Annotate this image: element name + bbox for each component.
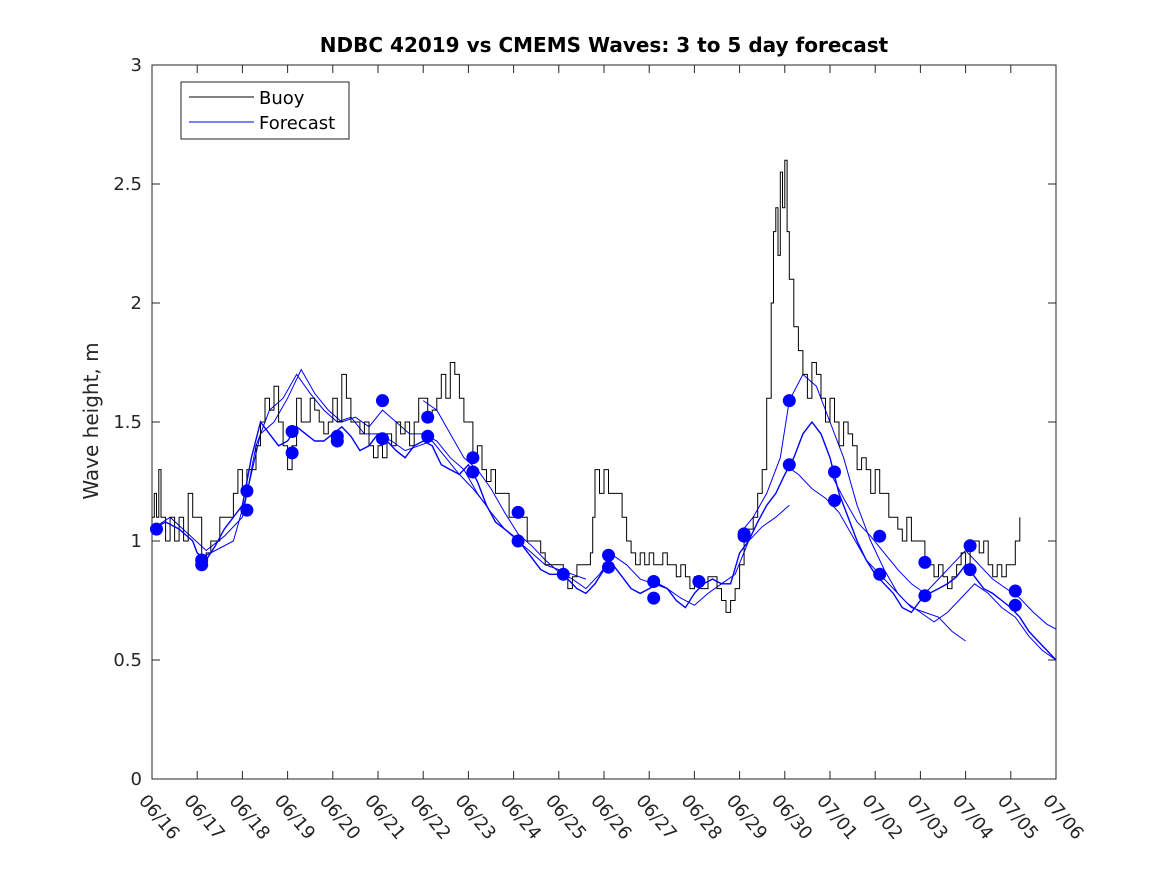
y-tick-label: 2.5 [113,174,142,195]
forecast-marker [511,505,525,519]
forecast-marker [195,558,209,572]
y-tick-label: 0.5 [113,650,142,671]
x-tick-label: 06/25 [541,791,590,844]
forecast-marker [376,432,389,446]
forecast-marker [466,465,480,479]
x-tick-label: 06/28 [677,791,726,844]
legend-box [180,81,350,140]
forecast-marker [330,434,344,448]
y-tick-label: 1 [131,531,142,552]
forecast-marker [466,451,480,465]
x-tick-label: 06/29 [722,791,771,844]
plot-area [151,64,1057,780]
x-tick-label: 07/05 [993,791,1042,844]
forecast-marker [285,446,299,460]
forecast-marker [873,529,887,543]
forecast-marker [421,410,435,424]
x-tick-label: 07/01 [812,791,861,844]
forecast-marker [918,589,932,603]
forecast-marker [782,394,796,408]
x-tick-label: 06/24 [496,791,545,844]
forecast-marker [647,575,661,588]
legend-forecast-label: Forecast [259,113,335,134]
x-tick-label: 06/16 [134,791,183,844]
forecast-run-line [829,471,1057,630]
x-tick-label: 06/20 [315,791,364,844]
forecast-marker [963,563,977,577]
forecast-marker [240,484,254,498]
forecast-marker [918,555,932,569]
forecast-marker [692,575,706,588]
forecast-marker [647,591,661,605]
y-tick-label: 3 [131,55,142,76]
x-tick-label: 07/03 [903,791,952,844]
legend-buoy-label: Buoy [259,88,305,109]
y-axis-label: Wave height, m [79,342,103,499]
forecast-marker [1008,584,1022,598]
forecast-marker [828,494,841,507]
forecast-run-line [151,373,487,552]
x-tick-label: 07/02 [857,791,906,844]
y-tick-label: 1.5 [113,412,142,433]
forecast-marker [285,425,299,438]
forecast-marker [737,529,751,543]
x-tick-label: 06/27 [631,791,680,844]
forecast-marker [421,429,435,443]
forecast-marker [782,458,796,472]
forecast-marker [240,503,254,517]
x-tick-label: 06/18 [225,791,274,844]
chart-title: NDBC 42019 vs CMEMS Waves: 3 to 5 day fo… [320,33,889,57]
x-tick-label: 06/22 [405,791,454,844]
x-tick-label: 06/21 [360,791,409,844]
forecast-marker [873,567,887,581]
forecast-marker [963,539,977,553]
x-tick-label: 06/26 [586,791,635,844]
x-tick-label: 07/04 [948,791,997,844]
forecast-run-line [739,373,966,642]
x-tick-label: 06/17 [179,791,228,844]
x-tick-label: 07/06 [1038,791,1087,844]
x-tick-label: 06/19 [270,791,319,844]
forecast-marker [602,548,615,562]
forecast-marker [150,522,163,536]
x-tick-label: 06/23 [451,791,500,844]
y-tick-label: 2 [131,293,142,314]
forecast-marker [602,560,615,574]
forecast-marker [1008,598,1022,612]
forecast-markers [150,394,1022,612]
forecast-marker [376,394,389,408]
forecast-marker [511,534,525,548]
legend: Buoy Forecast [180,81,350,140]
forecast-marker [556,567,570,581]
x-tick-label: 06/30 [767,791,816,844]
y-tick-label: 0 [131,769,142,790]
forecast-marker [828,465,841,479]
